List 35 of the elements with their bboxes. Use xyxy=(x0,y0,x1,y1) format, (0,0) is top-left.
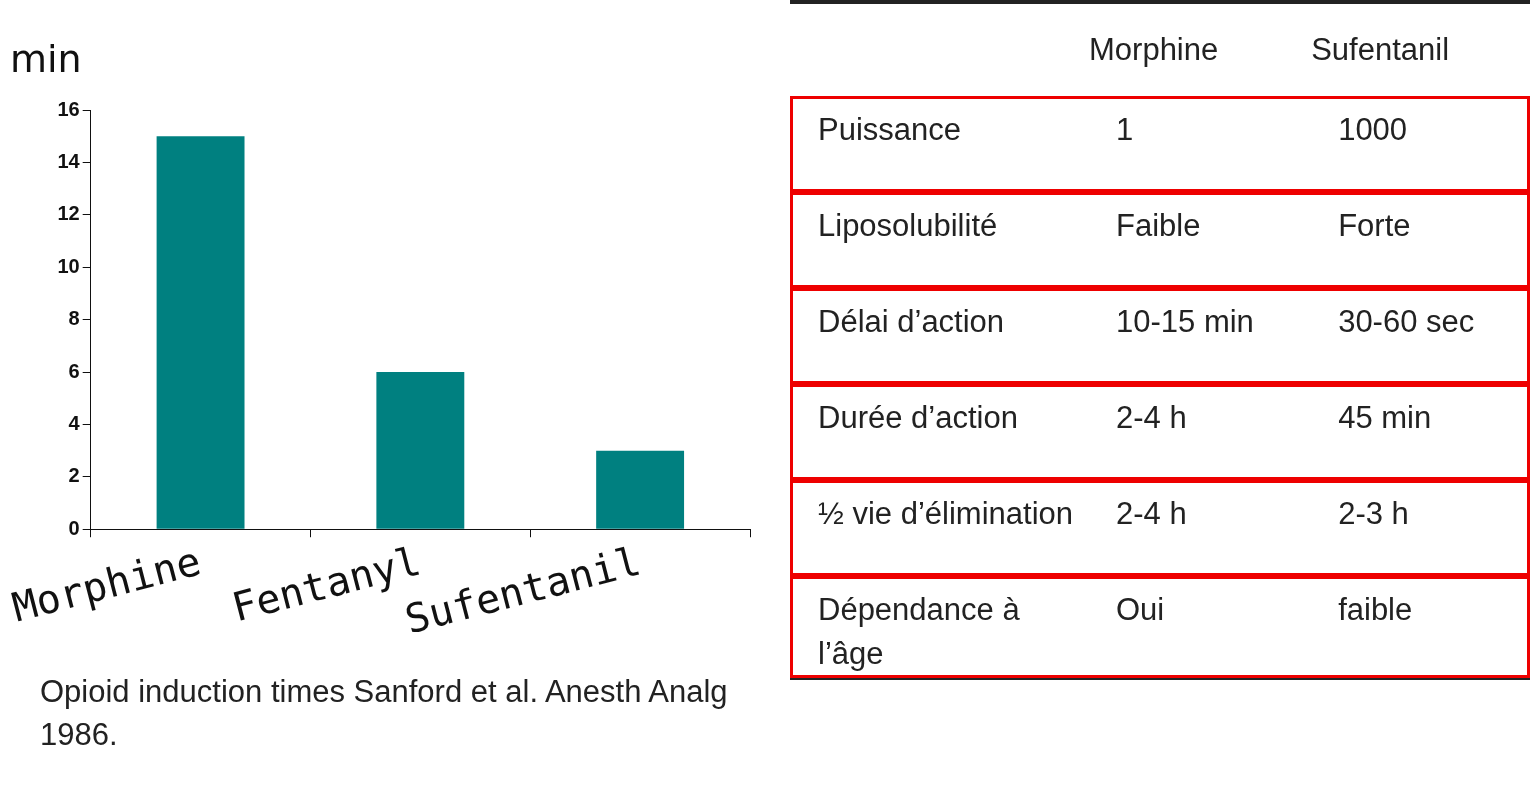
category-label: Délai d’action xyxy=(818,304,1005,339)
y-tick-label: 0 xyxy=(68,516,80,539)
text: Oui xyxy=(1116,592,1165,627)
text: 30-60 sec xyxy=(1338,304,1475,339)
y-tick-label: 14 xyxy=(57,149,81,172)
y-tick-label: 4 xyxy=(68,411,81,434)
y-tick-label: 16 xyxy=(57,97,80,120)
category-label: Morphine xyxy=(1088,31,1220,69)
x-tick-label: Morphine xyxy=(7,537,206,631)
text: 2-4 h xyxy=(1116,400,1187,435)
bar xyxy=(596,450,685,529)
category-label: Liposolubilité xyxy=(818,208,998,243)
category-label: Puissance xyxy=(818,112,962,147)
category-label: ½ vie d’élimination xyxy=(818,496,1074,531)
y-axis-title: min xyxy=(10,37,82,81)
text: 1000 xyxy=(1338,112,1408,147)
text: 1 xyxy=(1116,112,1134,147)
category-label: Sufentanil xyxy=(1310,31,1451,69)
text: faible xyxy=(1338,592,1413,627)
text: Opioid induction times Sanford et al. Anesth Analg 1986. xyxy=(40,673,729,754)
y-tick-label: 6 xyxy=(68,359,80,382)
y-tick-label: 10 xyxy=(57,254,80,277)
text: Faible xyxy=(1116,208,1201,243)
y-tick-label: 8 xyxy=(68,307,80,330)
category-label: Durée d’action xyxy=(818,400,1018,435)
text: Forte xyxy=(1338,208,1411,243)
y-tick-label: 2 xyxy=(68,464,80,487)
category-label: Dépendance à l’âge xyxy=(818,592,1020,671)
text: 45 min xyxy=(1338,400,1432,435)
bar xyxy=(156,136,245,529)
bar xyxy=(376,372,465,529)
text: 2-3 h xyxy=(1338,496,1409,531)
y-tick-label: 12 xyxy=(57,202,80,225)
text: 2-4 h xyxy=(1116,496,1187,531)
text: 10-15 min xyxy=(1116,304,1254,339)
